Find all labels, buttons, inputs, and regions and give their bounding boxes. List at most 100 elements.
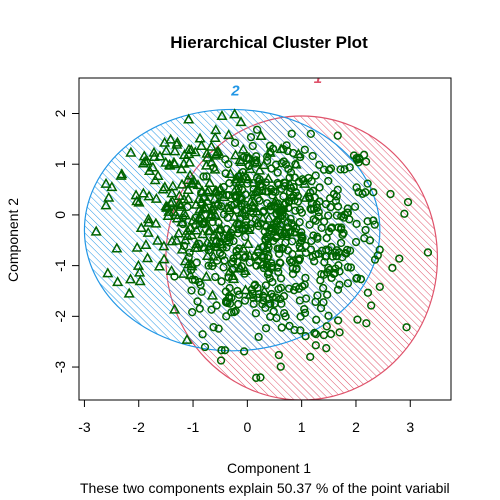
data-point-circle bbox=[310, 328, 319, 338]
data-point-triangle bbox=[209, 163, 221, 174]
data-point-triangle bbox=[235, 116, 247, 127]
data-point-circle bbox=[363, 217, 372, 226]
data-point-triangle bbox=[239, 284, 252, 295]
data-point-circle bbox=[289, 182, 298, 192]
data-point-circle bbox=[319, 217, 329, 226]
data-point-triangle bbox=[143, 216, 155, 227]
data-point-triangle bbox=[100, 177, 112, 188]
cluster-2-label: 2 bbox=[230, 83, 240, 100]
data-point-circle bbox=[313, 232, 322, 241]
data-point-triangle bbox=[179, 209, 191, 220]
data-point-triangle bbox=[244, 288, 256, 299]
x-axis: -3 -2 -1 0 1 2 3 bbox=[78, 400, 414, 435]
data-point-circle bbox=[282, 141, 291, 150]
data-point-triangle bbox=[275, 143, 287, 154]
data-point-triangle bbox=[200, 159, 213, 170]
data-point-circle bbox=[222, 312, 231, 321]
data-point-circle bbox=[255, 175, 264, 184]
data-point-triangle bbox=[191, 224, 203, 235]
data-point-triangle bbox=[154, 150, 166, 161]
data-point-triangle bbox=[169, 145, 181, 156]
data-point-circle bbox=[367, 301, 376, 310]
data-point-triangle bbox=[142, 226, 154, 237]
data-point-triangle bbox=[185, 257, 197, 268]
data-point-circle bbox=[276, 294, 285, 304]
data-point-circle bbox=[239, 347, 249, 356]
data-point-circle bbox=[395, 254, 404, 263]
data-point-triangle bbox=[137, 187, 149, 198]
data-point-circle bbox=[305, 220, 314, 229]
data-point-triangle bbox=[184, 269, 197, 280]
data-point-circle bbox=[214, 324, 223, 333]
data-point-circle bbox=[289, 286, 299, 295]
data-point-triangle bbox=[206, 204, 219, 215]
data-point-circle bbox=[194, 277, 204, 287]
data-point-triangle bbox=[237, 242, 249, 253]
data-point-circle bbox=[353, 315, 362, 324]
data-point-triangle bbox=[184, 222, 196, 233]
data-point-triangle bbox=[178, 157, 190, 168]
data-point-circle bbox=[296, 312, 305, 321]
data-point-circle bbox=[262, 232, 271, 241]
data-point-triangle bbox=[260, 242, 273, 253]
data-point-triangle bbox=[198, 190, 210, 201]
data-point-circle bbox=[295, 218, 304, 227]
data-point-circle bbox=[276, 362, 285, 371]
data-point-triangle bbox=[244, 163, 256, 174]
data-point-circle bbox=[232, 251, 242, 260]
data-point-triangle bbox=[138, 150, 150, 161]
data-point-circle bbox=[423, 248, 433, 257]
data-point-circle bbox=[336, 165, 345, 174]
data-point-triangle bbox=[181, 224, 194, 235]
data-point-triangle bbox=[152, 169, 164, 180]
data-point-circle bbox=[299, 176, 309, 186]
data-point-triangle bbox=[150, 192, 162, 203]
data-point-circle bbox=[241, 252, 250, 261]
data-point-triangle bbox=[288, 226, 300, 237]
data-point-circle bbox=[248, 141, 257, 151]
data-point-triangle bbox=[207, 250, 219, 261]
data-point-triangle bbox=[204, 176, 216, 188]
data-point-triangle bbox=[102, 267, 114, 278]
data-point-circle bbox=[217, 277, 226, 286]
data-point-circle bbox=[261, 324, 271, 333]
data-point-circle bbox=[268, 261, 277, 271]
data-point-triangle bbox=[242, 237, 254, 249]
data-point-circle bbox=[190, 275, 200, 284]
data-point-circle bbox=[200, 342, 210, 352]
data-point-circle bbox=[216, 356, 226, 365]
data-point-triangle bbox=[242, 173, 254, 184]
data-point-circle bbox=[346, 263, 356, 272]
data-point-circle bbox=[325, 194, 335, 203]
data-point-triangle bbox=[171, 212, 183, 223]
data-point-triangle bbox=[223, 204, 235, 215]
data-point-triangle bbox=[103, 191, 115, 202]
data-point-triangle bbox=[207, 200, 219, 211]
data-point-triangle bbox=[184, 169, 196, 180]
data-point-circle bbox=[310, 257, 319, 266]
data-point-circle bbox=[234, 299, 243, 309]
data-point-triangle bbox=[234, 262, 247, 273]
data-point-triangle bbox=[224, 167, 236, 178]
data-point-circle bbox=[330, 268, 339, 278]
data-point-triangle bbox=[130, 189, 142, 200]
data-point-triangle bbox=[198, 241, 211, 252]
data-point-circle bbox=[318, 283, 328, 293]
data-point-triangle bbox=[206, 289, 219, 300]
data-point-triangle bbox=[133, 196, 145, 207]
data-point-circle bbox=[187, 286, 196, 295]
data-point-circle bbox=[265, 299, 274, 309]
x-tick-label: -2 bbox=[133, 419, 146, 435]
data-point-circle bbox=[249, 299, 258, 308]
data-point-triangle bbox=[284, 178, 296, 189]
data-point-circle bbox=[342, 249, 351, 258]
data-point-circle bbox=[345, 163, 354, 172]
data-point-circle bbox=[274, 180, 283, 189]
data-point-triangle bbox=[175, 200, 187, 211]
data-point-triangle bbox=[211, 198, 223, 209]
data-point-triangle bbox=[140, 238, 152, 249]
data-point-circle bbox=[209, 323, 218, 332]
data-point-triangle bbox=[201, 195, 214, 206]
data-point-triangle bbox=[173, 190, 185, 201]
data-point-circle bbox=[332, 211, 341, 220]
